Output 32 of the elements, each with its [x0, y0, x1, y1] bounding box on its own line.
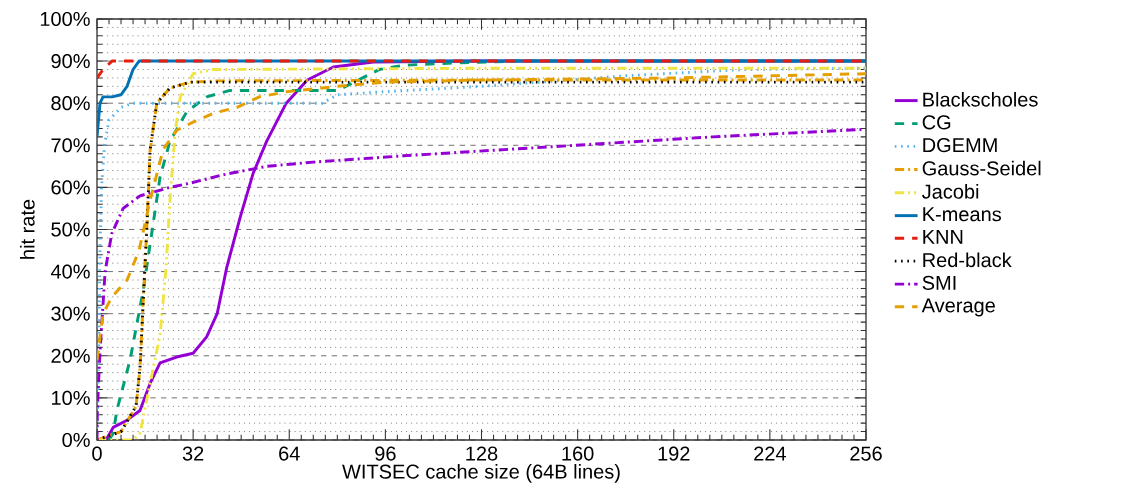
- x-tick-label: 32: [182, 446, 204, 461]
- y-axis-title: hit rate: [19, 199, 35, 259]
- y-tick-label: 10%: [52, 390, 90, 405]
- x-axis-title: WITSEC cache size (64B lines): [342, 464, 620, 483]
- x-tick-label: 0: [92, 446, 102, 461]
- y-tick-label: 70%: [51, 138, 90, 153]
- y-tick-label: 80%: [51, 96, 90, 111]
- legend-label: Average: [921, 298, 995, 317]
- legend-label: Blackscholes: [923, 91, 1038, 107]
- x-tick-label: 256: [850, 446, 882, 461]
- legend-label: Jacobi: [922, 184, 979, 199]
- x-tick-label: 64: [279, 446, 300, 461]
- x-tick-label: 192: [658, 446, 690, 461]
- y-tick-label: 50%: [51, 222, 90, 237]
- legend-label: CG: [922, 115, 951, 130]
- y-tick-label: 30%: [51, 306, 90, 321]
- y-tick-label: 40%: [50, 264, 90, 279]
- legend-label: KNN: [923, 229, 963, 244]
- legend-label: Gauss-Seidel: [922, 160, 1041, 176]
- legend-label: SMI: [922, 275, 956, 290]
- y-tick-label: 20%: [51, 348, 90, 363]
- y-tick-label: 90%: [51, 54, 90, 69]
- legend-label: DGEMM: [923, 138, 997, 153]
- x-tick-label: 160: [562, 446, 594, 461]
- y-tick-label: 60%: [51, 180, 90, 195]
- y-tick-label: 100%: [40, 11, 90, 27]
- x-tick-label: 224: [754, 446, 786, 461]
- x-tick-label: 96: [375, 446, 396, 461]
- legend-label: K-means: [923, 207, 1001, 222]
- y-tick-label: 0%: [62, 432, 90, 448]
- legend-label: Red-black: [923, 252, 1012, 268]
- x-tick-label: 128: [466, 446, 498, 461]
